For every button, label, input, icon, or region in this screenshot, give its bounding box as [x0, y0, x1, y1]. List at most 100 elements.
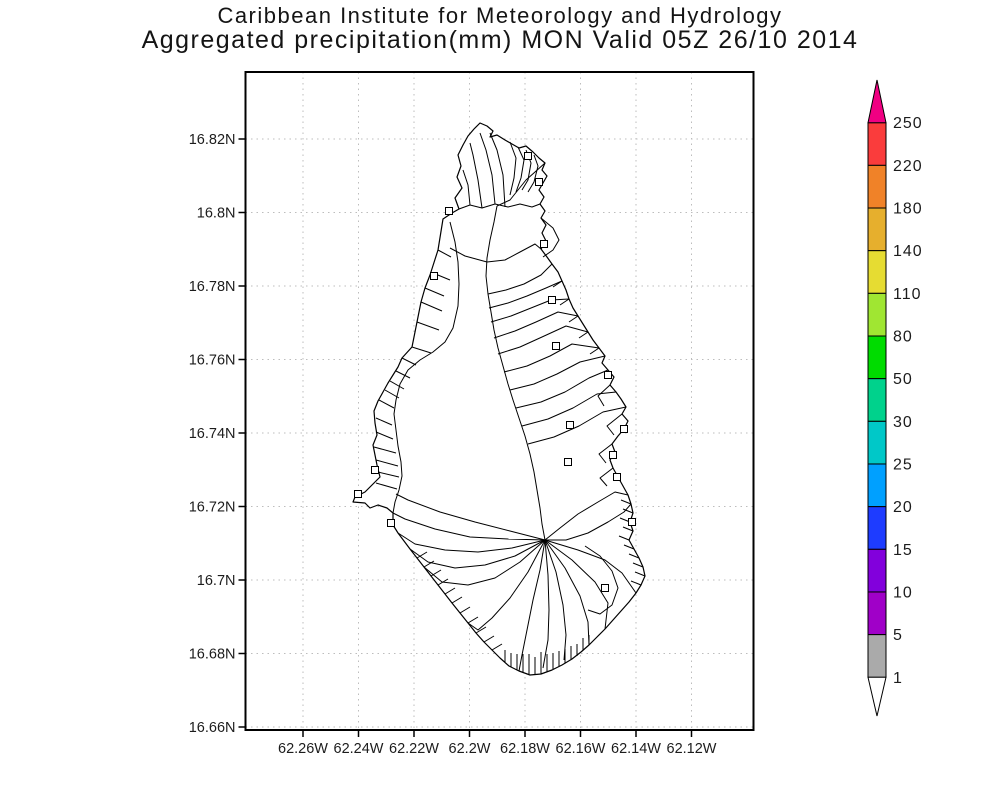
watershed-line	[544, 539, 567, 661]
watershed-line	[527, 406, 627, 445]
watershed-line	[527, 154, 539, 193]
watershed-line	[487, 263, 553, 295]
x-tick-label: 62.24W	[334, 741, 384, 757]
watershed-line	[395, 370, 411, 379]
colorbar-segment	[867, 250, 887, 294]
watershed-line	[378, 399, 395, 409]
watershed-line	[544, 539, 609, 630]
colorbar-segment	[867, 207, 887, 252]
watershed-line	[488, 280, 563, 309]
marker-square	[387, 519, 395, 527]
watershed-line	[518, 539, 546, 672]
watershed-line	[589, 347, 600, 355]
colorbar-label: 1	[893, 670, 903, 687]
watershed-line	[606, 413, 623, 436]
watershed-line	[423, 560, 435, 568]
colorbar-label: 80	[893, 329, 913, 346]
x-tick-label: 62.22W	[389, 741, 439, 757]
watershed-line	[392, 512, 546, 541]
watershed-line	[411, 346, 432, 354]
x-tick-label: 62.12W	[667, 741, 717, 757]
marker-square	[535, 178, 543, 186]
watershed-line	[462, 169, 471, 206]
title-line-1: Caribbean Institute for Meteorology and …	[217, 3, 783, 28]
watershed-line	[540, 217, 560, 258]
y-tick-label: 16.76N	[189, 353, 236, 369]
marker-square	[564, 458, 572, 466]
watershed-line	[437, 578, 449, 586]
watershed-line	[632, 562, 644, 568]
watershed-line	[598, 443, 613, 464]
watershed-line	[597, 384, 611, 407]
watershed-line	[544, 491, 629, 541]
x-tick-label: 62.26W	[278, 741, 328, 757]
colorbar-segment	[867, 548, 887, 593]
colorbar-label: 25	[893, 456, 913, 473]
y-tick-label: 16.78N	[189, 279, 236, 295]
watershed-line	[584, 545, 619, 615]
colorbar-segment	[867, 463, 887, 508]
island-layer	[352, 122, 646, 676]
colorbar-segment	[867, 122, 887, 166]
y-tick-label: 16.66N	[189, 720, 236, 736]
watershed-line	[384, 389, 400, 399]
y-tick-label: 16.68N	[189, 647, 236, 663]
marker-square	[540, 240, 548, 248]
marker-square	[354, 490, 362, 498]
watershed-line	[509, 141, 517, 196]
watershed-line	[409, 539, 546, 569]
colorbar-label: 180	[893, 201, 923, 218]
colorbar-label: 220	[893, 158, 923, 175]
watershed-line	[373, 446, 397, 454]
watershed-line	[401, 357, 417, 366]
x-tick-label: 62.2W	[449, 741, 491, 757]
marker-square	[601, 584, 609, 592]
watershed-line	[420, 301, 443, 312]
watershed-line	[545, 503, 632, 541]
y-tick-label: 16.74N	[189, 426, 236, 442]
colorbar-arrow-bottom	[867, 676, 887, 717]
colorbar-segment	[867, 378, 887, 422]
watershed-line	[489, 132, 506, 208]
marker-square	[430, 272, 438, 280]
watershed-line	[467, 616, 479, 624]
x-tick-label: 62.16W	[556, 741, 606, 757]
watershed-line	[544, 539, 637, 594]
watershed-line	[423, 539, 546, 586]
y-tick-label: 16.7N	[197, 573, 236, 589]
watershed-line	[458, 203, 541, 210]
watershed-line	[449, 243, 542, 263]
marker-square	[552, 342, 560, 350]
watershed-line	[430, 569, 442, 577]
watershed-line	[542, 539, 550, 669]
watershed-line	[568, 315, 579, 323]
watershed-line	[515, 146, 525, 193]
colorbar-label: 250	[893, 115, 923, 132]
x-tick-label: 62.14W	[611, 741, 661, 757]
watershed-line	[479, 132, 496, 205]
watershed-line	[424, 287, 445, 297]
marker-square	[604, 371, 612, 379]
watershed-line	[493, 311, 579, 339]
watershed-line	[628, 553, 640, 559]
watershed-line	[622, 526, 634, 532]
y-tick-label: 16.72N	[189, 500, 236, 516]
colorbar-label: 110	[893, 286, 922, 303]
colorbar-segment	[867, 591, 887, 636]
watershed-line	[483, 635, 495, 643]
watershed-line	[459, 606, 471, 614]
colorbar: 250 220 180 140 110 80 50 30 25 20 15 10 5 1	[867, 79, 923, 717]
colorbar-label: 5	[893, 627, 903, 644]
marker-square	[613, 473, 621, 481]
watershed-line	[377, 471, 400, 478]
watershed-line	[622, 508, 634, 514]
watershed-line	[509, 355, 606, 391]
axes-layer: 62.26W 62.24W 62.22W 62.2W 62.18W 62.16W 62.14…	[189, 71, 755, 757]
watershed-line	[416, 551, 428, 559]
watershed-line	[375, 431, 394, 440]
marker-square	[566, 421, 574, 429]
y-tick-label: 16.82N	[189, 132, 236, 148]
watershed-line	[623, 544, 635, 550]
colorbar-segment	[867, 420, 887, 465]
